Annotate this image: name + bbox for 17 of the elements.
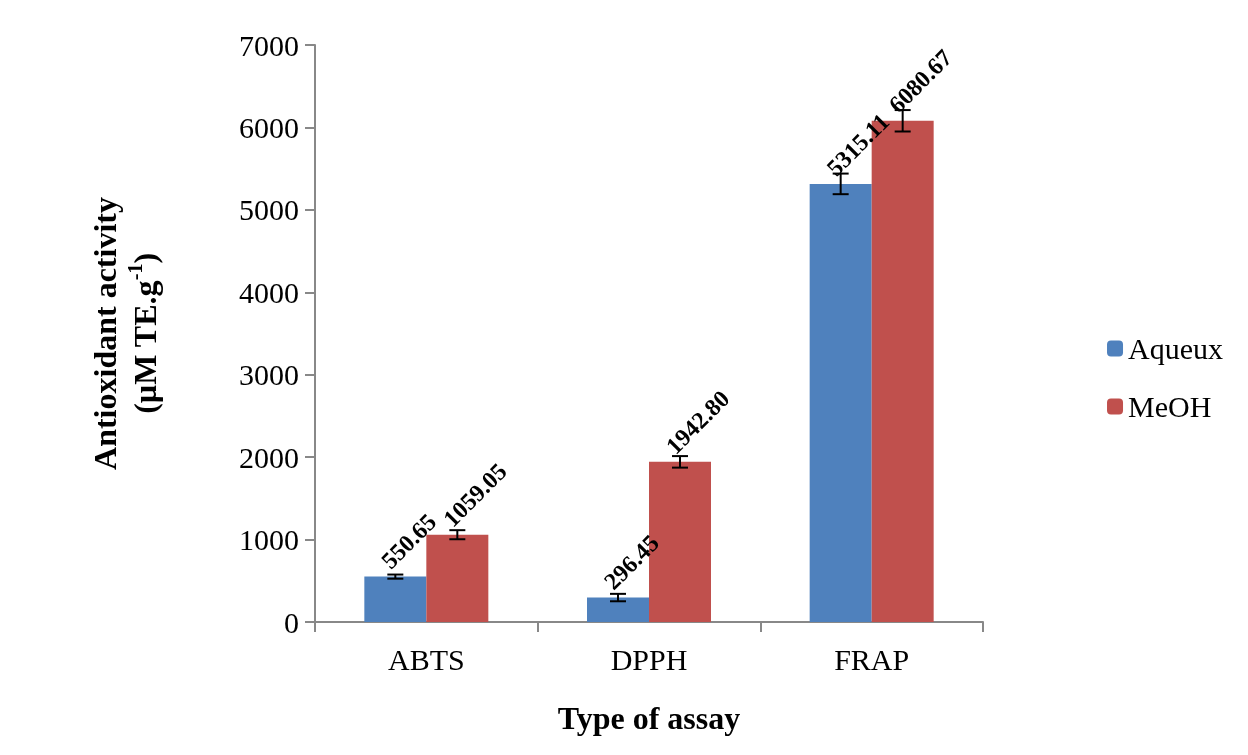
y-tick-label: 0 xyxy=(284,605,299,639)
y-tick-label: 4000 xyxy=(239,275,299,309)
bar xyxy=(587,597,649,622)
y-tick-label: 7000 xyxy=(239,28,299,62)
bar xyxy=(809,183,872,622)
legend-label: MeOH xyxy=(1128,390,1212,423)
x-tick-label: DPPH xyxy=(610,642,688,676)
y-tick-label: 1000 xyxy=(239,523,299,557)
y-tick-label: 3000 xyxy=(239,358,299,392)
legend-label: Aqueux xyxy=(1128,332,1223,365)
x-tick-label: ABTS xyxy=(387,642,465,676)
x-tick-label: FRAP xyxy=(834,642,910,676)
y-tick-label: 2000 xyxy=(239,440,299,474)
y-tick-label: 6000 xyxy=(239,110,299,144)
y-tick-label: 5000 xyxy=(239,193,299,227)
x-axis-title: Type of assay xyxy=(557,700,741,736)
bar xyxy=(364,576,427,622)
